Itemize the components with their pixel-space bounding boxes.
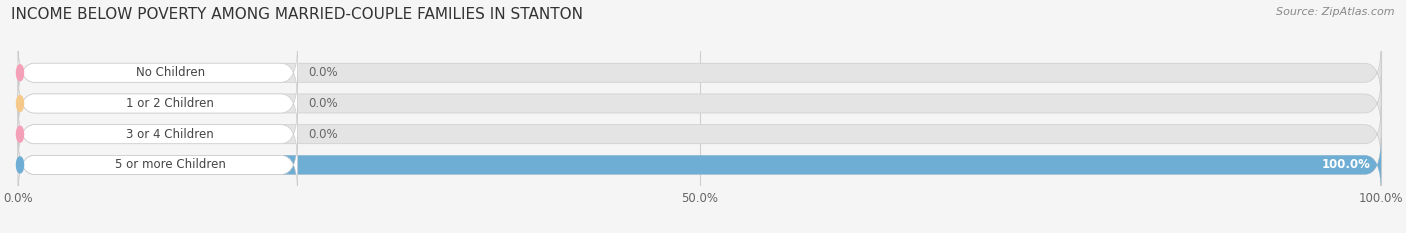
FancyBboxPatch shape bbox=[18, 107, 1381, 161]
Text: 0.0%: 0.0% bbox=[308, 66, 337, 79]
Text: 0.0%: 0.0% bbox=[308, 97, 337, 110]
FancyBboxPatch shape bbox=[18, 107, 298, 161]
FancyBboxPatch shape bbox=[18, 76, 1381, 131]
Text: 3 or 4 Children: 3 or 4 Children bbox=[127, 128, 214, 141]
Circle shape bbox=[17, 96, 24, 111]
Text: 0.0%: 0.0% bbox=[308, 128, 337, 141]
Circle shape bbox=[17, 126, 24, 142]
FancyBboxPatch shape bbox=[18, 137, 298, 192]
Text: 5 or more Children: 5 or more Children bbox=[115, 158, 225, 171]
Text: 100.0%: 100.0% bbox=[1322, 158, 1371, 171]
FancyBboxPatch shape bbox=[18, 137, 1381, 192]
FancyBboxPatch shape bbox=[18, 45, 298, 100]
Circle shape bbox=[17, 65, 24, 81]
Text: Source: ZipAtlas.com: Source: ZipAtlas.com bbox=[1277, 7, 1395, 17]
Text: 1 or 2 Children: 1 or 2 Children bbox=[127, 97, 214, 110]
FancyBboxPatch shape bbox=[18, 137, 1381, 192]
FancyBboxPatch shape bbox=[18, 45, 1381, 100]
Circle shape bbox=[17, 157, 24, 173]
Text: No Children: No Children bbox=[135, 66, 205, 79]
Text: INCOME BELOW POVERTY AMONG MARRIED-COUPLE FAMILIES IN STANTON: INCOME BELOW POVERTY AMONG MARRIED-COUPL… bbox=[11, 7, 583, 22]
FancyBboxPatch shape bbox=[18, 76, 298, 131]
